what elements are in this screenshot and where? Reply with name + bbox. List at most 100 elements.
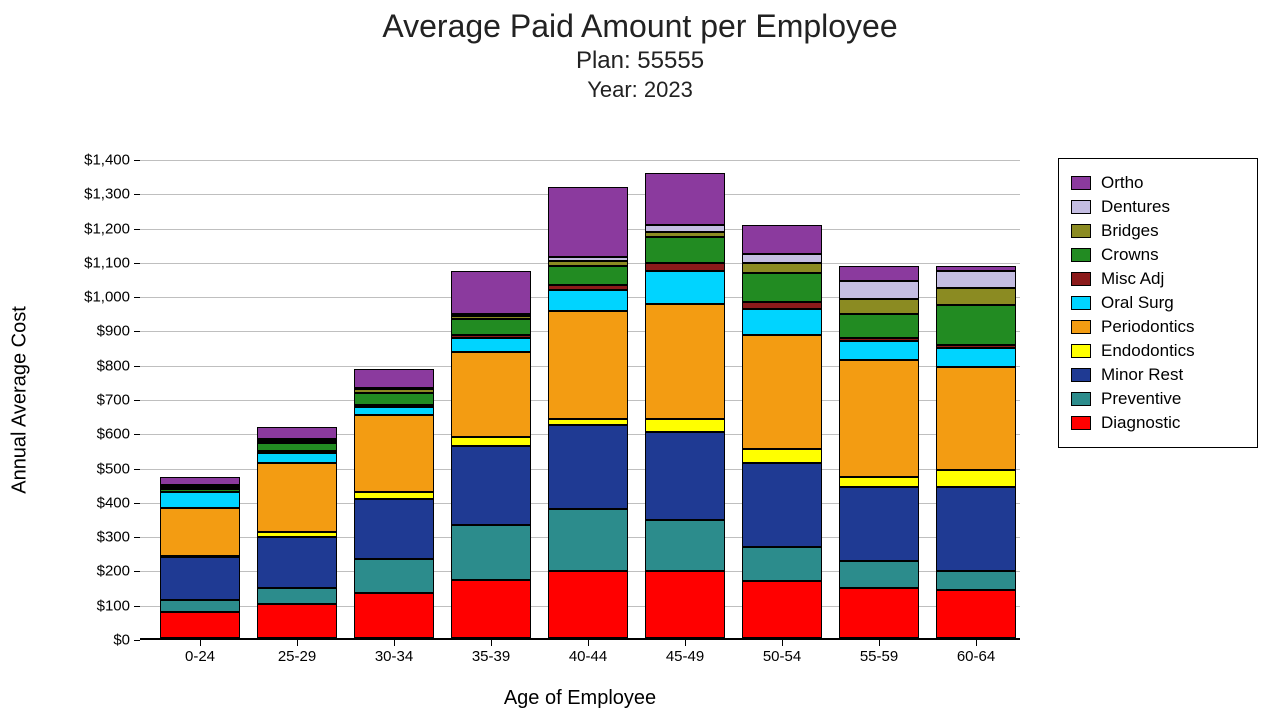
legend-item-misc_adj: Misc Adj [1071,269,1243,289]
x-tick-mark [491,640,492,646]
bar-segment-bridges [742,263,822,273]
legend-item-oral_surg: Oral Surg [1071,293,1243,313]
x-tick-label: 60-64 [957,648,995,665]
bar-segment-bridges [451,316,531,319]
bars-container [140,158,1020,638]
bar-segment-dentures [451,314,531,316]
bar-segment-dentures [839,281,919,298]
y-tick-mark [134,537,140,538]
y-tick-label: $1,000 [10,289,130,306]
bar-segment-ortho [839,266,919,281]
y-tick-mark [134,606,140,607]
bar-segment-preventive [354,559,434,593]
bar-segment-bridges [839,299,919,314]
bar-segment-endodontics [451,437,531,446]
bar-segment-endodontics [839,477,919,487]
legend: OrthoDenturesBridgesCrownsMisc AdjOral S… [1058,158,1258,448]
y-tick-label: $900 [10,323,130,340]
bar-segment-endodontics [936,470,1016,487]
bar-segment-misc_adj [742,302,822,309]
y-tick-label: $800 [10,357,130,374]
bar-segment-ortho [645,173,725,224]
bar-segment-minor_rest [548,425,628,509]
bar-segment-bridges [548,261,628,266]
y-tick-mark [134,400,140,401]
legend-swatch [1071,320,1091,334]
bar-segment-preventive [645,520,725,571]
bar-segment-dentures [257,439,337,441]
bar-segment-crowns [548,266,628,285]
chart-titles: Average Paid Amount per Employee Plan: 5… [0,8,1280,103]
y-tick-label: $1,200 [10,220,130,237]
plot-area: Annual Average Cost Age of Employee $0$1… [140,160,1020,640]
y-tick-label: $1,300 [10,186,130,203]
bar-segment-crowns [160,489,240,492]
y-tick-label: $1,100 [10,254,130,271]
x-tick-mark [297,640,298,646]
bar-segment-ortho [451,271,531,314]
bar-segment-ortho [936,266,1016,271]
legend-label: Periodontics [1101,317,1195,337]
bar-segment-preventive [548,509,628,571]
bar-segment-minor_rest [645,432,725,519]
legend-label: Bridges [1101,221,1159,241]
legend-label: Endodontics [1101,341,1195,361]
bar-segment-dentures [354,387,434,389]
bar-segment-bridges [160,487,240,489]
bar-segment-misc_adj [548,285,628,290]
bar-segment-crowns [839,314,919,338]
y-tick-label: $200 [10,563,130,580]
x-tick-label: 40-44 [569,648,607,665]
chart-subtitle-year: Year: 2023 [0,77,1280,103]
bar-segment-diagnostic [354,593,434,638]
bar-segment-periodontics [160,508,240,556]
bar-segment-oral_surg [160,492,240,507]
bar-segment-diagnostic [451,580,531,638]
bar-segment-preventive [257,588,337,603]
bar-segment-periodontics [451,352,531,438]
legend-swatch [1071,368,1091,382]
bar-segment-diagnostic [160,612,240,638]
bar-segment-bridges [354,389,434,392]
bar-segment-misc_adj [936,345,1016,348]
bar-segment-misc_adj [257,451,337,453]
legend-label: Diagnostic [1101,413,1180,433]
legend-item-crowns: Crowns [1071,245,1243,265]
bar-segment-diagnostic [839,588,919,638]
x-tick-mark [782,640,783,646]
legend-label: Minor Rest [1101,365,1183,385]
bar-segment-crowns [257,443,337,452]
bar-segment-endodontics [160,555,240,557]
x-tick-mark [200,640,201,646]
bar-segment-minor_rest [936,487,1016,571]
y-tick-mark [134,640,140,641]
legend-swatch [1071,200,1091,214]
bar-segment-endodontics [548,419,628,426]
bar-segment-diagnostic [742,581,822,638]
y-tick-mark [134,194,140,195]
legend-swatch [1071,344,1091,358]
bar-segment-oral_surg [742,309,822,335]
bar-segment-diagnostic [936,590,1016,638]
bar-segment-preventive [451,525,531,580]
y-tick-mark [134,160,140,161]
bar-segment-dentures [936,271,1016,288]
chart-subtitle-plan: Plan: 55555 [0,47,1280,75]
bar-segment-oral_surg [257,453,337,463]
legend-item-dentures: Dentures [1071,197,1243,217]
bar-segment-diagnostic [645,571,725,638]
bar-segment-diagnostic [548,571,628,638]
x-tick-mark [879,640,880,646]
legend-item-periodontics: Periodontics [1071,317,1243,337]
plot-box [140,160,1020,640]
y-tick-mark [134,263,140,264]
bar-segment-oral_surg [451,338,531,352]
x-tick-label: 30-34 [375,648,413,665]
bar-segment-ortho [160,477,240,486]
legend-item-minor_rest: Minor Rest [1071,365,1243,385]
y-tick-mark [134,434,140,435]
bar-segment-periodontics [354,415,434,492]
bar-segment-crowns [936,305,1016,344]
y-tick-mark [134,503,140,504]
y-tick-label: $1,400 [10,152,130,169]
